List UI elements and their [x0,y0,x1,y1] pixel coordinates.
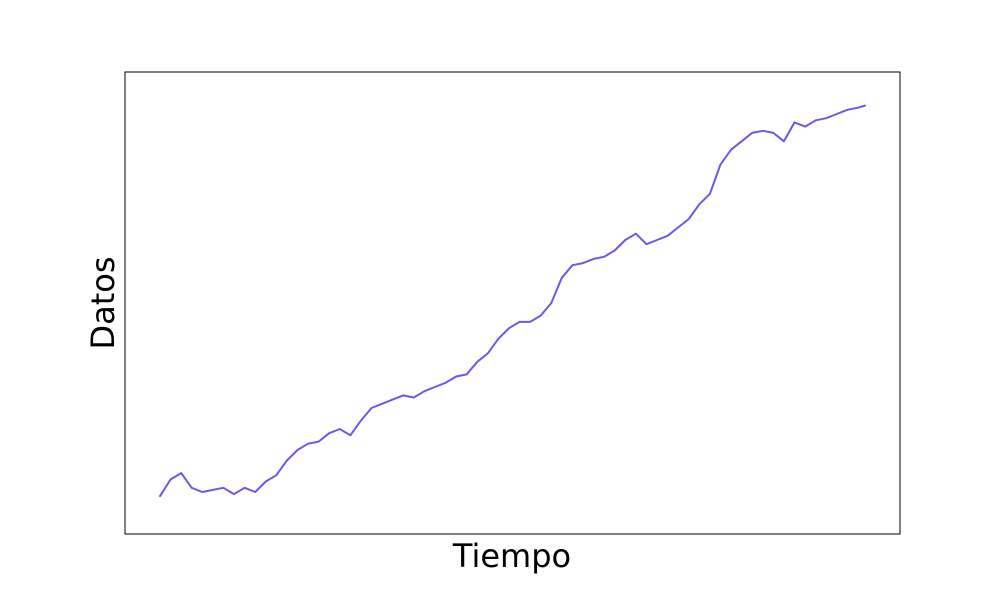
plot-area [124,71,901,535]
data-series-line [159,104,866,498]
x-axis-label: Tiempo [452,537,571,575]
y-axis-label: Datos [84,256,122,349]
